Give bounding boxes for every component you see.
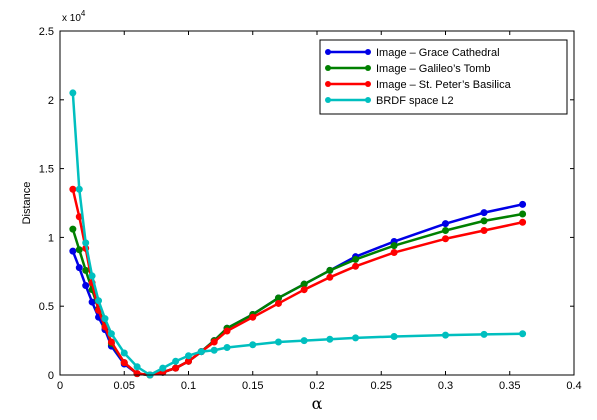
data-point	[519, 210, 527, 218]
data-point	[519, 218, 527, 226]
data-point	[75, 246, 83, 254]
x-axis: 0 0.05 0.1 0.15 0.2 0.25 0.3 0.35 0.4	[57, 31, 582, 392]
legend-marker	[365, 49, 371, 55]
legend-label: Image – Galileo’s Tomb	[376, 63, 491, 75]
x-tick-label: 0.35	[499, 380, 520, 392]
data-point	[223, 327, 231, 335]
legend-marker	[365, 97, 371, 103]
data-point	[519, 330, 527, 338]
data-point	[210, 346, 218, 354]
legend-marker	[365, 65, 371, 71]
data-point	[69, 185, 77, 193]
legend-item: Image – St. Peter’s Basilica	[325, 79, 512, 91]
x-tick-label: 0	[57, 380, 63, 392]
data-point	[480, 330, 488, 338]
legend-marker	[325, 49, 331, 55]
legend-label: BRDF space L2	[376, 95, 454, 107]
data-point	[69, 89, 77, 97]
data-point	[326, 335, 334, 343]
data-point	[75, 185, 83, 193]
data-point	[352, 334, 360, 342]
data-point	[120, 349, 128, 357]
legend-item: Image – Galileo’s Tomb	[325, 63, 491, 75]
data-point	[326, 273, 334, 281]
data-point	[249, 313, 257, 321]
data-point	[133, 370, 141, 378]
data-point	[69, 247, 77, 255]
data-point	[172, 364, 180, 372]
data-point	[82, 239, 90, 247]
data-point	[274, 299, 282, 307]
data-point	[197, 348, 205, 356]
legend-marker	[365, 81, 371, 87]
data-point	[352, 262, 360, 270]
x-axis-label: α	[312, 394, 323, 413]
data-point	[69, 225, 77, 233]
data-point	[82, 266, 90, 274]
data-point	[249, 341, 257, 349]
data-point	[120, 359, 128, 367]
data-point	[88, 298, 96, 306]
data-point	[210, 338, 218, 346]
data-point	[442, 235, 449, 243]
data-point	[172, 357, 180, 365]
x-tick-label: 0.1	[181, 380, 196, 392]
legend-label: Image – Grace Cathedral	[376, 47, 500, 59]
data-point	[480, 227, 488, 235]
y-axis: 0 0.5 1 1.5 2 2.5	[39, 26, 574, 382]
data-point	[223, 343, 231, 351]
y-multiplier-base: x 10	[62, 13, 81, 24]
data-point	[390, 249, 398, 257]
data-point	[442, 220, 449, 228]
legend-marker	[325, 81, 331, 87]
legend-label: Image – St. Peter’s Basilica	[376, 79, 512, 91]
data-point	[107, 330, 115, 338]
data-point	[101, 315, 109, 323]
data-point	[107, 338, 115, 346]
x-tick-label: 0.05	[114, 380, 135, 392]
legend-marker	[325, 97, 331, 103]
data-point	[442, 227, 449, 235]
data-point	[442, 331, 449, 339]
data-point	[300, 286, 308, 294]
y-tick-label: 0	[48, 370, 54, 382]
y-multiplier-label: x 104	[62, 9, 86, 24]
x-tick-label: 0.15	[242, 380, 263, 392]
x-tick-label: 0.3	[438, 380, 453, 392]
data-point	[390, 242, 398, 250]
y-tick-label: 1.5	[39, 164, 54, 176]
x-tick-label: 0.2	[309, 380, 324, 392]
legend-item: BRDF space L2	[325, 95, 454, 107]
y-tick-label: 2.5	[39, 26, 54, 38]
data-point	[274, 338, 282, 346]
data-point	[95, 297, 103, 305]
y-tick-label: 0.5	[39, 301, 54, 313]
series-layer	[69, 89, 527, 379]
data-point	[390, 332, 398, 340]
y-axis-label: Distance	[21, 182, 33, 225]
x-tick-label: 0.25	[371, 380, 392, 392]
x-tick-label: 0.4	[566, 380, 581, 392]
series-3	[69, 89, 527, 379]
legend-item: Image – Grace Cathedral	[325, 47, 500, 59]
data-point	[159, 364, 167, 372]
legend-marker	[325, 65, 331, 71]
data-point	[133, 363, 141, 371]
y-tick-label: 2	[48, 95, 54, 107]
data-point	[519, 200, 527, 208]
data-point	[300, 337, 308, 345]
data-point	[82, 282, 90, 290]
y-tick-label: 1	[48, 232, 54, 244]
data-point	[352, 255, 360, 263]
data-point	[88, 272, 96, 280]
data-point	[75, 264, 83, 272]
legend: Image – Grace Cathedral Image – Galileo’s…	[319, 39, 568, 115]
data-point	[480, 217, 488, 225]
data-point	[185, 352, 192, 360]
data-point	[480, 209, 488, 217]
y-multiplier-exponent: 4	[81, 9, 86, 18]
data-point	[326, 266, 334, 274]
